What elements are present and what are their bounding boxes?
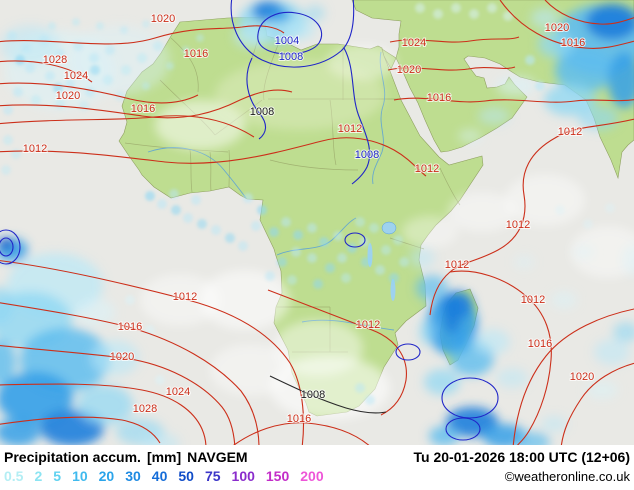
rivers-lakes — [147, 51, 397, 331]
chart-title: Precipitation accum. [mm] NAVGEM — [4, 449, 254, 465]
isobar-label: 1012 — [445, 259, 469, 271]
isobar-label: 1020 — [151, 13, 175, 25]
isobar-label: 1016 — [427, 92, 451, 104]
scale-value: 2 — [34, 468, 43, 484]
color-scale: 0.5 2 5 10 20 30 40 50 75 100 150 200 — [4, 468, 324, 484]
isobar-label: 1008 — [279, 51, 303, 63]
isobar-label: 1020 — [56, 90, 80, 102]
isobars-low — [0, 0, 499, 441]
isobar-label: 1008 — [355, 149, 379, 161]
isobar-label: 1016 — [287, 413, 311, 425]
scale-value: 5 — [53, 468, 62, 484]
scale-value: 20 — [98, 468, 115, 484]
isobar-label: 1024 — [166, 386, 190, 398]
isobar-label: 1028 — [133, 403, 157, 415]
isobar-label: 1020 — [570, 371, 594, 383]
nile-river — [372, 51, 386, 185]
scale-value: 10 — [72, 468, 88, 484]
scale-value: 100 — [231, 468, 255, 484]
valid-datetime: Tu 20-01-2026 18:00 UTC (12+06) — [413, 449, 630, 465]
scale-value: 0.5 — [4, 468, 24, 484]
scale-value: 200 — [300, 468, 324, 484]
isobar-label: 1024 — [402, 37, 426, 49]
isobar-label: 1012 — [23, 143, 47, 155]
isobar-label: 1028 — [43, 54, 67, 66]
isobar-label: 1012 — [356, 319, 380, 331]
isobar-label: 1008 — [301, 389, 325, 401]
isobar-label: 1020 — [545, 22, 569, 34]
scale-value: 75 — [204, 468, 221, 484]
legend-scale-row: 0.5 2 5 10 20 30 40 50 75 100 150 200 ©weatheronlin… — [0, 468, 634, 484]
isobar-label: 1012 — [506, 219, 530, 231]
scale-value: 40 — [151, 468, 168, 484]
legend-title-row: Precipitation accum. [mm] NAVGEM Tu 20-01-… — [0, 449, 634, 465]
cloud-overlay — [140, 44, 634, 420]
parameter-label: Precipitation accum. — [4, 449, 141, 465]
isobar-label: 1008 — [250, 106, 274, 118]
precipitation-speckles — [1, 3, 615, 405]
scale-value: 30 — [125, 468, 141, 484]
weather-map: 1020 1016 1028 1024 1020 1016 1012 1012 1012 1024… — [0, 0, 634, 445]
isobar-label: 1012 — [558, 126, 582, 138]
scale-value: 50 — [178, 468, 194, 484]
legend-bar: Precipitation accum. [mm] NAVGEM Tu 20-01-… — [0, 445, 634, 490]
scale-value: 150 — [265, 468, 290, 484]
isobar-label: 1012 — [338, 123, 362, 135]
isobar-label: 1020 — [397, 64, 421, 76]
isobar-label: 1016 — [118, 321, 142, 333]
isobar-labels-layer: 1020 1016 1028 1024 1020 1016 1012 1012 1012 1024… — [22, 12, 595, 426]
niger-river — [147, 147, 247, 199]
map-area: 1020 1016 1028 1024 1020 1016 1012 1012 1012 1024… — [0, 0, 634, 445]
isobar-label: 1016 — [561, 37, 585, 49]
isobar-label: 1016 — [184, 48, 208, 60]
isobar-label: 1016 — [131, 103, 155, 115]
unit-label: [mm] — [146, 449, 182, 465]
isobar-label: 1024 — [64, 70, 88, 82]
isobar-label: 1004 — [275, 35, 299, 47]
lake-malawi — [390, 279, 396, 301]
isobar-label: 1016 — [528, 338, 552, 350]
isobar-label: 1012 — [415, 163, 439, 175]
precipitation-layer — [0, 0, 634, 445]
isobar-label: 1020 — [110, 351, 134, 363]
model-label: NAVGEM — [187, 449, 248, 465]
isobar-label: 1012 — [521, 294, 545, 306]
isobar-label: 1012 — [173, 291, 197, 303]
lake-victoria — [381, 221, 397, 235]
attribution: ©weatheronline.co.uk — [504, 469, 630, 484]
